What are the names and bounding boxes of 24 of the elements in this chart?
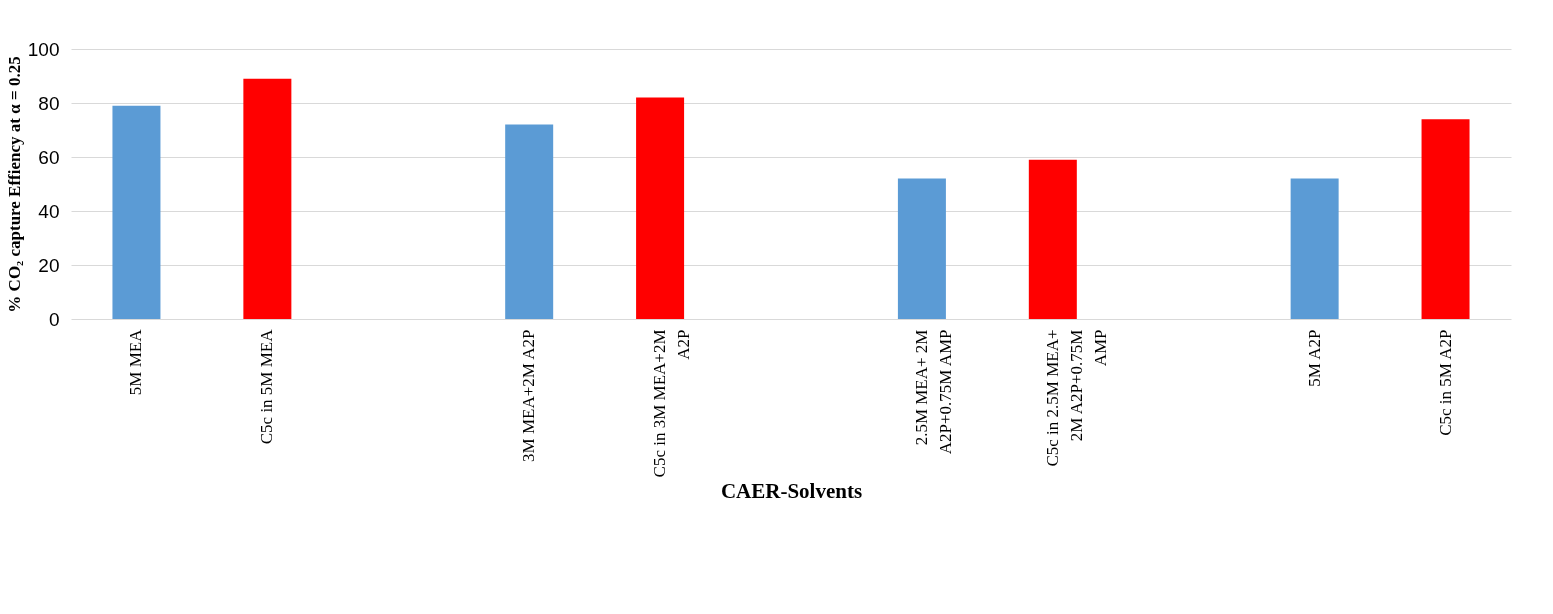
y-axis-title: % CO₂ capture Effiency at α = 0.25 xyxy=(4,56,24,313)
x-tick-label: 2.5M MEA+ 2M A2P+0.75M AMP xyxy=(911,329,955,455)
x-axis-title: CAER-Solvents xyxy=(720,479,863,504)
bar xyxy=(897,178,946,319)
bar xyxy=(243,78,292,319)
x-tick-label: C5c in 3M MEA+2M A2P xyxy=(650,329,694,478)
bar xyxy=(112,105,161,319)
y-tick-label: 80 xyxy=(38,92,60,114)
x-tick-label: 5M MEA xyxy=(126,328,146,396)
y-tick-label: 100 xyxy=(27,38,60,60)
bar xyxy=(505,124,554,319)
y-tick-label: 60 xyxy=(38,146,60,168)
y-tick-label: 0 xyxy=(48,308,60,330)
bar xyxy=(1028,159,1077,319)
y-tick-label: 20 xyxy=(38,254,60,276)
x-tick-label: C5c in 5M A2P xyxy=(1435,329,1455,436)
bar xyxy=(1421,119,1470,319)
x-tick-label: C5c in 5M MEA xyxy=(257,328,277,445)
y-tick-label: 40 xyxy=(38,200,60,222)
x-tick-label: 3M MEA+2M A2P xyxy=(519,329,539,462)
bar xyxy=(1290,178,1339,319)
bar xyxy=(636,97,685,319)
x-tick-label: 5M A2P xyxy=(1304,329,1324,387)
x-tick-label: C5c in 2.5M MEA+ 2M A2P+0.75M AMP xyxy=(1042,329,1110,467)
